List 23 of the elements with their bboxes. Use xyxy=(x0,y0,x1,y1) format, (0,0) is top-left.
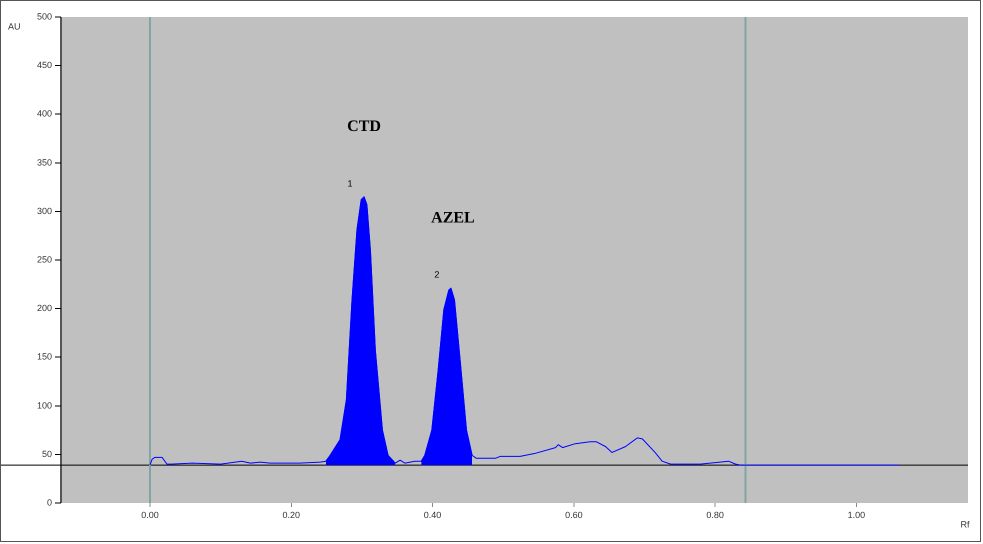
x-tick-label: 0.20 xyxy=(282,510,300,520)
y-tick-label: 400 xyxy=(36,108,52,119)
x-tick-label: 0.60 xyxy=(565,510,583,520)
annotation: AZEL xyxy=(431,209,475,226)
annotation: 1 xyxy=(348,178,353,188)
y-tick-label: 500 xyxy=(36,11,52,22)
annotation: 2 xyxy=(434,270,440,280)
y-tick-label: 200 xyxy=(36,303,52,314)
y-tick-label: 450 xyxy=(36,60,52,70)
y-tick-label: 0 xyxy=(46,497,52,508)
x-tick-label: 0.80 xyxy=(706,510,724,520)
y-axis-title: AU xyxy=(8,21,21,32)
y-tick-label: 350 xyxy=(36,157,52,168)
y-tick-label: 50 xyxy=(42,448,52,459)
y-tick-label: 150 xyxy=(36,352,52,362)
x-tick-label: 1.00 xyxy=(848,510,866,520)
y-tick-label: 100 xyxy=(36,400,52,410)
x-tick-label: 0.00 xyxy=(141,510,159,520)
y-tick-label: 250 xyxy=(36,254,52,264)
x-tick-label: 0.40 xyxy=(424,510,442,520)
x-axis-title: Rf xyxy=(960,519,970,530)
annotation: CTD xyxy=(347,118,381,135)
y-tick-label: 300 xyxy=(36,206,52,216)
